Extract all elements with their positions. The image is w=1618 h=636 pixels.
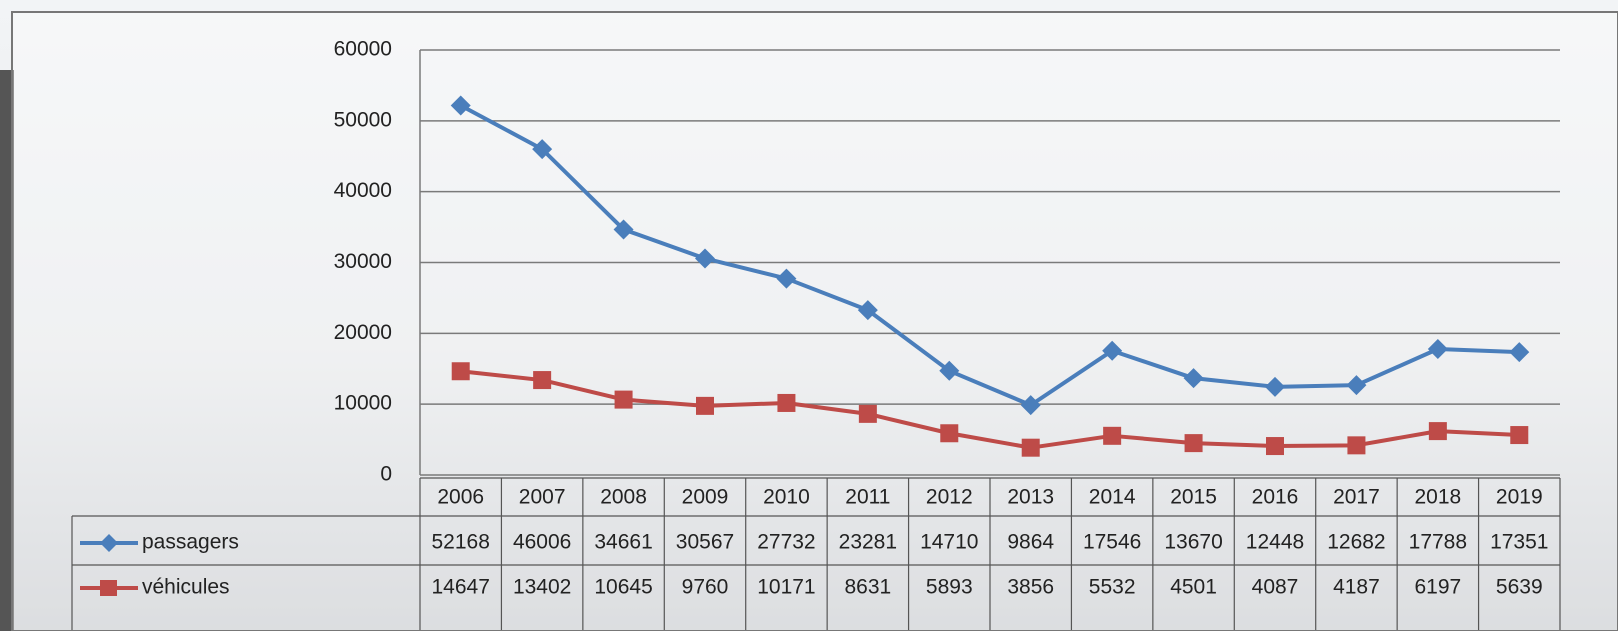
- table-value: 12448: [1246, 531, 1304, 554]
- x-tick-label: 2019: [1496, 486, 1543, 509]
- table-value: 5893: [926, 576, 973, 599]
- marker: [615, 391, 633, 409]
- page: 0 10000 20000 30000 40000 50000 60000 2006 2007…: [0, 0, 1618, 631]
- marker: [452, 362, 470, 380]
- table-value: 14647: [432, 576, 490, 599]
- marker: [1510, 426, 1528, 444]
- table-value: 3856: [1007, 576, 1054, 599]
- table-value: 4087: [1252, 576, 1299, 599]
- table-value: 12682: [1327, 531, 1385, 554]
- table-value: 10645: [594, 576, 652, 599]
- legend-label: véhicules: [142, 576, 230, 599]
- x-tick-label: 2016: [1252, 486, 1299, 509]
- y-tick-label: 30000: [334, 250, 392, 273]
- table-value: 17546: [1083, 531, 1141, 554]
- table-value: 8631: [844, 576, 891, 599]
- table-value: 6197: [1414, 576, 1461, 599]
- table-value: 5532: [1089, 576, 1136, 599]
- marker: [1266, 437, 1284, 455]
- chart: 0 10000 20000 30000 40000 50000 60000 2006 2007…: [0, 0, 1618, 631]
- table-value: 13670: [1164, 531, 1222, 554]
- x-tick-label: 2006: [437, 486, 484, 509]
- legend-marker: [100, 580, 117, 596]
- table-value: 9864: [1007, 531, 1054, 554]
- x-tick-label: 2015: [1170, 486, 1217, 509]
- table-value: 30567: [676, 531, 734, 554]
- marker: [859, 405, 877, 423]
- y-tick-label: 0: [380, 463, 392, 486]
- marker: [777, 394, 795, 412]
- table-value: 34661: [594, 531, 652, 554]
- x-tick-label: 2011: [845, 486, 890, 509]
- table-value: 52168: [432, 531, 490, 554]
- marker: [1429, 422, 1447, 440]
- x-tick-label: 2010: [763, 486, 810, 509]
- y-tick-label: 10000: [334, 392, 392, 415]
- x-tick-label: 2013: [1007, 486, 1054, 509]
- legend-label: passagers: [142, 531, 239, 554]
- marker: [940, 424, 958, 442]
- table-value: 14710: [920, 531, 978, 554]
- table-value: 13402: [513, 576, 571, 599]
- table-value: 46006: [513, 531, 571, 554]
- table-value: 17788: [1409, 531, 1467, 554]
- x-tick-label: 2012: [926, 486, 973, 509]
- y-tick-label: 40000: [334, 179, 392, 202]
- table-value: 23281: [839, 531, 897, 554]
- x-tick-label: 2008: [600, 486, 647, 509]
- table-value: 9760: [682, 576, 729, 599]
- x-tick-label: 2018: [1414, 486, 1461, 509]
- x-tick-label: 2007: [519, 486, 566, 509]
- marker: [533, 371, 551, 389]
- y-tick-label: 50000: [334, 108, 392, 131]
- x-tick-label: 2014: [1089, 486, 1136, 509]
- marker: [696, 397, 714, 415]
- y-tick-label: 20000: [334, 321, 392, 344]
- x-tick-label: 2009: [682, 486, 729, 509]
- marker: [1185, 434, 1203, 452]
- table-value: 17351: [1490, 531, 1548, 554]
- table-value: 5639: [1496, 576, 1543, 599]
- marker: [1022, 439, 1040, 457]
- marker: [1347, 436, 1365, 454]
- table-value: 10171: [757, 576, 815, 599]
- x-tick-label: 2017: [1333, 486, 1380, 509]
- marker: [1103, 427, 1121, 445]
- table-value: 4501: [1170, 576, 1217, 599]
- table-value: 27732: [757, 531, 815, 554]
- y-tick-label: 60000: [334, 38, 392, 61]
- table-value: 4187: [1333, 576, 1380, 599]
